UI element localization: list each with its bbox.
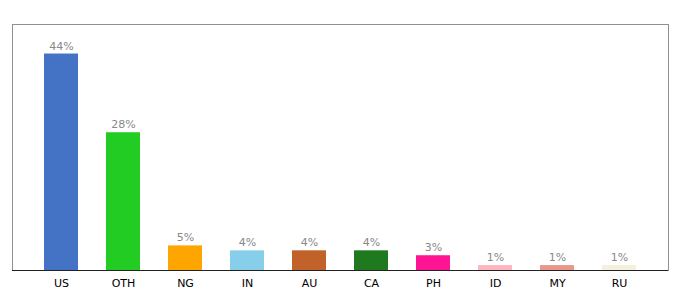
- svg-text:OTH: OTH: [112, 277, 136, 290]
- svg-text:RU: RU: [612, 277, 628, 290]
- svg-text:28%: 28%: [111, 118, 135, 131]
- svg-text:1%: 1%: [549, 251, 566, 264]
- svg-text:3%: 3%: [425, 241, 442, 254]
- svg-text:44%: 44%: [49, 40, 73, 53]
- svg-text:1%: 1%: [611, 251, 628, 264]
- svg-text:CA: CA: [364, 277, 380, 290]
- svg-text:4%: 4%: [363, 236, 380, 249]
- svg-text:5%: 5%: [177, 231, 194, 244]
- svg-text:PH: PH: [426, 277, 441, 290]
- svg-text:4%: 4%: [239, 236, 256, 249]
- svg-text:MY: MY: [549, 277, 565, 290]
- svg-text:IN: IN: [242, 277, 253, 290]
- svg-text:NG: NG: [177, 277, 194, 290]
- svg-text:1%: 1%: [487, 251, 504, 264]
- svg-text:4%: 4%: [301, 236, 318, 249]
- svg-text:ID: ID: [490, 277, 502, 290]
- svg-text:US: US: [54, 277, 69, 290]
- svg-text:AU: AU: [302, 277, 318, 290]
